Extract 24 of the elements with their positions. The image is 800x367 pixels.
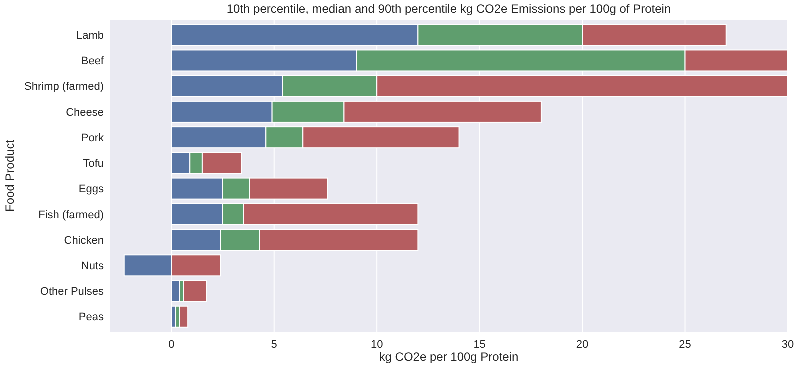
- x-tick-label: 15: [474, 339, 486, 351]
- x-tick-label: 5: [271, 339, 278, 351]
- y-tick-label: Shrimp (farmed): [24, 81, 104, 94]
- y-tick-label: Lamb: [76, 30, 104, 42]
- x-axis-title: kg CO2e per 100g Protein: [379, 350, 519, 364]
- y-tick-label: Beef: [81, 56, 105, 68]
- bar: [183, 280, 208, 302]
- x-tick-label: 20: [576, 339, 589, 351]
- chart-title: 10th percentile, median and 90th percentile kg CO2e Emissions per 100g of Protein: [226, 2, 672, 16]
- y-axis-title: Food Product: [3, 139, 17, 212]
- bar: [179, 306, 189, 328]
- y-tick-label: Pork: [81, 132, 104, 144]
- y-tick-label: Tofu: [83, 158, 104, 170]
- y-tick-label: Other Pulses: [40, 286, 104, 298]
- y-tick-label: Chicken: [64, 234, 104, 247]
- y-tick-label: Nuts: [81, 260, 104, 273]
- x-tick-label: 0: [168, 339, 175, 351]
- x-tick-label: 30: [782, 339, 794, 351]
- y-tick-label: Cheese: [66, 106, 104, 119]
- y-tick-label: Fish (farmed): [38, 209, 104, 222]
- x-tick-label: 25: [679, 339, 692, 351]
- x-tick-label: 10: [370, 339, 384, 351]
- y-tick-label: Eggs: [78, 184, 104, 196]
- y-tick-label: Peas: [78, 312, 104, 324]
